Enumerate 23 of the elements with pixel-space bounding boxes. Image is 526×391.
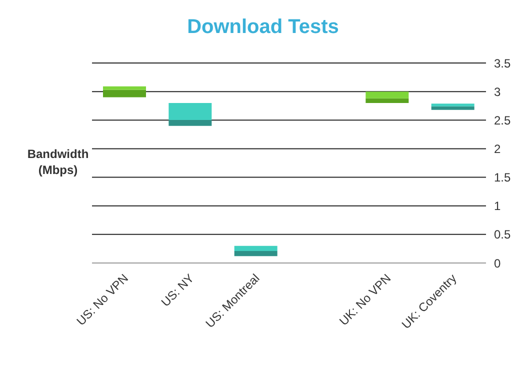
x-tick-label: UK: No VPN (336, 271, 394, 328)
bar (431, 104, 474, 106)
x-tick-label: US: No VPN (74, 271, 131, 328)
y-tick-label: 2 (494, 142, 501, 156)
bar (103, 86, 146, 90)
bar (366, 92, 409, 98)
chart-title: Download Tests (186, 16, 340, 39)
y-tick-label: 3 (494, 84, 501, 99)
bar (168, 120, 212, 126)
bar (234, 246, 278, 251)
x-tick-label: US: NY (158, 271, 197, 310)
y-tick-label: 3.5 (494, 56, 512, 70)
bar (234, 251, 278, 256)
y-tick-label: 0.5 (494, 228, 512, 242)
bar (168, 103, 212, 120)
y-tick-label: 0 (494, 256, 501, 270)
bar (103, 90, 146, 98)
y-tick-label: 2.5 (494, 113, 512, 128)
y-tick-label: 1 (494, 199, 501, 214)
bar (366, 98, 409, 103)
y-axis-title: Bandwidth (Mbps) (26, 146, 90, 178)
y-tick-label: 1.5 (494, 170, 512, 185)
bar (431, 106, 474, 110)
